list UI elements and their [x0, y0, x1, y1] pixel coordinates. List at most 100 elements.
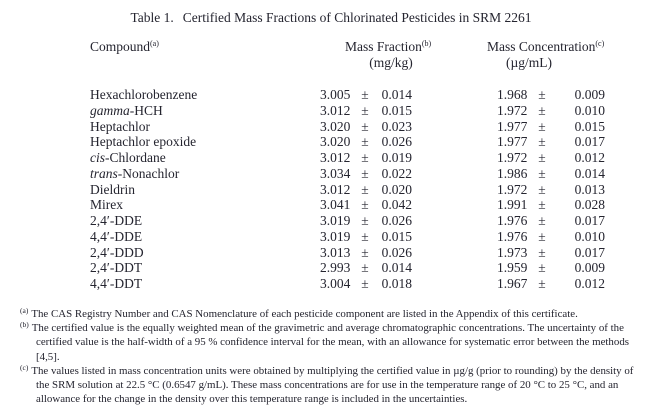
footnote-marker: (b) [20, 320, 29, 330]
mass-fraction-value: 3.012 [320, 102, 351, 118]
table-row: 2,4′-DDE 3.019 ± 0.026 1.976 ± 0.017 [0, 213, 662, 229]
column-gap [412, 197, 497, 213]
plus-minus-sign: ± [361, 181, 369, 197]
compound-name: 2,4′-DDE [90, 213, 320, 229]
compound-name-italic-part: cis [90, 150, 105, 165]
column-gap [412, 119, 497, 135]
col-header-mass-concentration-unit: (µg/mL) [505, 55, 553, 70]
mass-fraction-uncertainty: 0.026 [381, 213, 412, 228]
footnote-marker: (a) [20, 306, 29, 315]
mass-fraction-uncertainty: 0.015 [381, 102, 412, 118]
mass-fraction-uncertainty: 0.026 [381, 244, 412, 260]
mass-fraction-uncertainty: 0.018 [381, 276, 412, 291]
column-gap [412, 182, 497, 198]
compound-name: Mirex [90, 197, 320, 213]
compound-name-regular-part: -Chlordane [105, 150, 166, 165]
plus-minus-sign: ± [538, 102, 546, 118]
mass-fraction-value: 3.013 [320, 244, 351, 260]
mass-fraction-uncertainty: 0.020 [381, 181, 412, 197]
mass-fraction-uncertainty: 0.042 [381, 197, 412, 213]
footnote-text: The values listed in mass concentration … [31, 364, 634, 406]
compound-name: 2,4′-DDT [90, 260, 320, 276]
plus-minus-sign: ± [538, 165, 546, 181]
column-gap [412, 166, 497, 182]
compound-name: Heptachlor [90, 119, 320, 135]
table-number: Table 1. [130, 10, 174, 25]
mass-fraction-uncertainty: 0.023 [381, 118, 412, 134]
compound-name-regular-part: 4,4′-DDT [90, 276, 143, 291]
footnote: (c) The values listed in mass concentrati… [20, 364, 644, 407]
table-row: Heptachlor epoxide 3.020 ± 0.026 1.977 ±… [0, 134, 662, 150]
mass-fraction-value: 3.034 [320, 165, 351, 181]
mass-concentration-uncertainty: 0.012 [574, 150, 605, 165]
mass-fraction-value: 3.012 [320, 181, 351, 197]
table-row: gamma-HCH 3.012 ± 0.015 1.972 ± 0.010 [0, 103, 662, 119]
column-gap [412, 245, 497, 261]
table-title: Table 1. Certified Mass Fractions of Chlo… [0, 10, 662, 26]
mass-fraction-value: 3.041 [320, 197, 351, 213]
compound-name: 4,4′-DDT [90, 276, 320, 292]
col-header-mass-fraction-footnote-ref: (b) [421, 39, 432, 48]
footnote: (a) The CAS Registry Number and CAS Nomen… [20, 307, 644, 321]
mass-concentration-value: 1.972 [497, 102, 528, 118]
footnote-marker: (c) [20, 362, 29, 372]
col-header-mass-fraction-unit: (mg/kg) [369, 55, 413, 70]
column-gap [412, 229, 497, 245]
column-gap [412, 87, 497, 103]
compound-name-regular-part: -Nonachlor [117, 165, 180, 181]
compound-name-regular-part: 2,4′-DDD [90, 244, 144, 260]
plus-minus-sign: ± [538, 213, 546, 228]
column-gap [412, 103, 497, 119]
mass-fraction-value: 3.004 [320, 276, 351, 291]
mass-fraction-value: 3.019 [320, 213, 351, 228]
mass-concentration-uncertainty: 0.010 [574, 228, 605, 244]
mass-fraction-uncertainty: 0.026 [381, 134, 412, 150]
plus-minus-sign: ± [538, 87, 546, 102]
plus-minus-sign: ± [361, 118, 369, 134]
compound-name-regular-part: 4,4′-DDE [90, 228, 143, 244]
column-gap [412, 260, 497, 276]
plus-minus-sign: ± [361, 150, 369, 165]
compound-name-regular-part: Heptachlor [90, 118, 150, 134]
mass-concentration-value: 1.972 [497, 150, 528, 165]
plus-minus-sign: ± [361, 87, 369, 102]
mass-concentration-value: 1.986 [497, 165, 528, 181]
compound-name: Dieldrin [90, 182, 320, 198]
table-row: 2,4′-DDD 3.013 ± 0.026 1.973 ± 0.017 [0, 245, 662, 261]
column-gap [412, 150, 497, 166]
col-header-compound-label: Compound [90, 39, 151, 54]
mass-concentration-uncertainty: 0.013 [574, 181, 605, 197]
mass-fraction-value: 3.020 [320, 134, 351, 150]
mass-fraction-uncertainty: 0.014 [381, 87, 412, 102]
plus-minus-sign: ± [538, 134, 546, 150]
plus-minus-sign: ± [361, 260, 369, 276]
compound-name: Heptachlor epoxide [90, 134, 320, 150]
mass-fraction-uncertainty: 0.019 [381, 150, 412, 165]
column-gap [412, 276, 497, 292]
plus-minus-sign: ± [361, 244, 369, 260]
footnote-text: The CAS Registry Number and CAS Nomencla… [31, 308, 578, 320]
footnote-text: The certified value is the equally weigh… [31, 322, 630, 363]
compound-name-regular-part: Heptachlor epoxide [90, 134, 197, 150]
plus-minus-sign: ± [538, 181, 546, 197]
compound-name: Hexachlorobenzene [90, 87, 320, 103]
compound-name-regular-part: Dieldrin [90, 181, 135, 197]
mass-concentration-uncertainty: 0.017 [574, 244, 605, 260]
mass-concentration-value: 1.991 [497, 197, 528, 213]
mass-fraction-value: 3.019 [320, 228, 351, 244]
mass-fraction-uncertainty: 0.014 [381, 260, 412, 276]
table-title-text: Certified Mass Fractions of Chlorinated … [182, 10, 532, 25]
mass-concentration-uncertainty: 0.014 [574, 165, 605, 181]
mass-concentration-uncertainty: 0.028 [574, 197, 605, 213]
compound-name-italic-part: gamma [90, 102, 130, 118]
plus-minus-sign: ± [538, 228, 546, 244]
compound-name: gamma-HCH [90, 103, 320, 119]
col-header-mass-concentration-label: Mass Concentration [487, 39, 596, 54]
col-header-mass-fraction: Mass Fraction(b) [345, 39, 431, 55]
table-row: Heptachlor 3.020 ± 0.023 1.977 ± 0.015 [0, 119, 662, 135]
table-row: trans-Nonachlor 3.034 ± 0.022 1.986 ± 0.… [0, 166, 662, 182]
col-header-mass-concentration: Mass Concentration(c) [487, 39, 604, 55]
mass-concentration-value: 1.967 [497, 276, 528, 291]
footnote: (b) The certified value is the equally we… [20, 321, 644, 364]
plus-minus-sign: ± [361, 213, 369, 228]
